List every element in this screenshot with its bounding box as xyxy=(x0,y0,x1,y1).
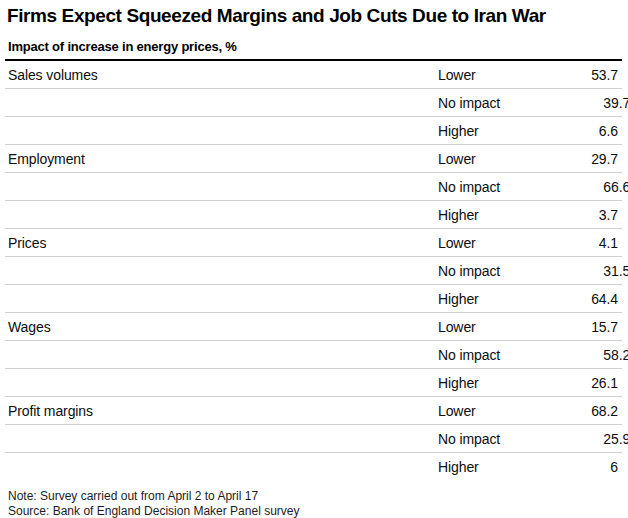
chart-footer: Note: Survey carried out from April 2 to… xyxy=(5,489,622,518)
table-row: No impact66.6 xyxy=(5,173,622,201)
value-cell: 26.1 xyxy=(488,375,622,391)
chart-note: Note: Survey carried out from April 2 to… xyxy=(8,489,622,504)
impact-cell: Higher xyxy=(438,291,488,307)
value-cell: 15.7 xyxy=(488,319,622,335)
value-cell: 29.7 xyxy=(488,151,622,167)
table-row: No impact58.2 xyxy=(5,341,622,369)
chart-title: Firms Expect Squeezed Margins and Job Cu… xyxy=(5,4,622,28)
table-row: PricesLower4.1 xyxy=(5,229,622,257)
value-cell: 68.2 xyxy=(488,403,622,419)
impact-cell: Higher xyxy=(438,375,488,391)
impact-cell: Higher xyxy=(438,459,488,475)
value-cell: 53.7 xyxy=(488,67,622,83)
category-cell: Wages xyxy=(5,319,438,335)
impact-cell: No impact xyxy=(438,347,500,363)
table-row: No impact39.7 xyxy=(5,89,622,117)
chart-subtitle: Impact of increase in energy prices, % xyxy=(5,39,622,54)
value-cell: 6 xyxy=(488,459,622,475)
value-cell: 66.6 xyxy=(500,179,628,195)
category-cell: Sales volumes xyxy=(5,67,438,83)
value-cell: 64.4 xyxy=(488,291,622,307)
table-row: Higher64.4 xyxy=(5,285,622,313)
value-cell: 6.6 xyxy=(488,123,622,139)
impact-cell: No impact xyxy=(438,95,500,111)
impact-cell: Lower xyxy=(438,403,488,419)
category-cell: Profit margins xyxy=(5,403,438,419)
value-cell: 25.9 xyxy=(500,431,628,447)
table-row: No impact31.5 xyxy=(5,257,622,285)
table-row: EmploymentLower29.7 xyxy=(5,145,622,173)
value-cell: 39.7 xyxy=(500,95,628,111)
impact-cell: Lower xyxy=(438,235,488,251)
impact-cell: Lower xyxy=(438,151,488,167)
chart-card: Firms Expect Squeezed Margins and Job Cu… xyxy=(0,0,628,518)
impact-cell: No impact xyxy=(438,431,500,447)
table-row: Sales volumesLower53.7 xyxy=(5,61,622,89)
impact-cell: Higher xyxy=(438,123,488,139)
impact-cell: No impact xyxy=(438,179,500,195)
table-row: WagesLower15.7 xyxy=(5,313,622,341)
value-cell: 4.1 xyxy=(488,235,622,251)
value-cell: 3.7 xyxy=(488,207,622,223)
value-cell: 58.2 xyxy=(500,347,628,363)
value-cell: 31.5 xyxy=(500,263,628,279)
impact-cell: Lower xyxy=(438,319,488,335)
category-cell: Employment xyxy=(5,151,438,167)
impact-table: Sales volumesLower53.7No impact39.7Highe… xyxy=(5,59,622,480)
table-row: Higher6 xyxy=(5,453,622,480)
impact-cell: No impact xyxy=(438,263,500,279)
chart-source: Source: Bank of England Decision Maker P… xyxy=(8,504,622,518)
table-row: Higher6.6 xyxy=(5,117,622,145)
category-cell: Prices xyxy=(5,235,438,251)
table-row: Higher3.7 xyxy=(5,201,622,229)
table-row: Higher26.1 xyxy=(5,369,622,397)
table-row: No impact25.9 xyxy=(5,425,622,453)
impact-cell: Higher xyxy=(438,207,488,223)
table-row: Profit marginsLower68.2 xyxy=(5,397,622,425)
impact-cell: Lower xyxy=(438,67,488,83)
